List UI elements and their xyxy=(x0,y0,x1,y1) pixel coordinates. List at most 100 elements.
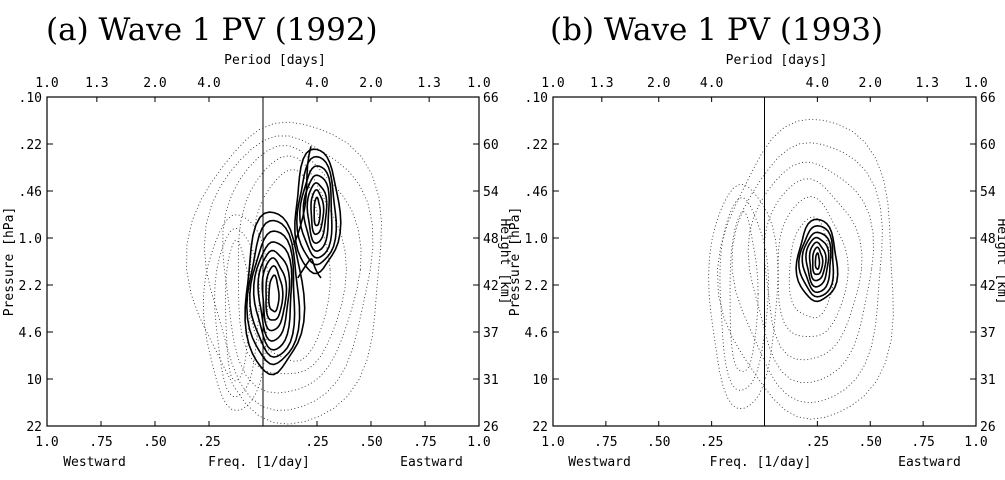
dotted-contour xyxy=(237,155,347,375)
right-tick-label: 48 xyxy=(483,232,499,247)
left-tick-label: .10 xyxy=(19,91,42,106)
right-tick-label: 26 xyxy=(483,420,499,435)
dotted-contour xyxy=(186,121,382,425)
top-tick-label: 4.0 xyxy=(700,76,723,91)
left-tick-label: .10 xyxy=(525,91,548,106)
dotted-contour xyxy=(224,239,251,382)
dotted-contour xyxy=(222,145,362,394)
bottom-tick-label: 1.0 xyxy=(35,435,58,450)
bottom-tick-label: 1.0 xyxy=(467,435,490,450)
dotted-contour xyxy=(716,118,894,420)
left-tick-label: .46 xyxy=(19,185,42,200)
bottom-axis-label-mid: Freq. [1/day] xyxy=(208,455,310,470)
left-axis-label: Pressure [hPa] xyxy=(2,207,17,317)
right-tick-label: 31 xyxy=(980,373,996,388)
right-tick-label: 31 xyxy=(483,373,499,388)
solid-contour xyxy=(814,252,821,271)
bottom-tick-label: .50 xyxy=(359,435,382,450)
contours xyxy=(708,118,894,420)
bottom-axis-label-west: Westward xyxy=(568,455,631,470)
solid-contour xyxy=(295,155,338,266)
right-tick-label: 42 xyxy=(483,279,499,294)
bottom-tick-label: .25 xyxy=(305,435,328,450)
right-axis-label: Height [km] xyxy=(497,218,512,304)
solid-contour xyxy=(294,148,342,275)
right-axis-label: Height [km] xyxy=(994,218,1005,304)
left-axis-label: Pressure [hPa] xyxy=(508,207,523,317)
solid-contour xyxy=(811,246,824,276)
left-tick-label: .46 xyxy=(525,185,548,200)
left-tick-label: 4.6 xyxy=(525,326,548,341)
top-tick-label: 1.3 xyxy=(85,76,108,91)
top-tick-label: 1.3 xyxy=(590,76,613,91)
dotted-contour xyxy=(729,210,759,372)
solid-contour xyxy=(248,230,296,358)
solid-contour xyxy=(265,265,284,321)
bottom-tick-label: .25 xyxy=(197,435,220,450)
right-tick-label: 37 xyxy=(980,326,996,341)
solid-contour xyxy=(306,182,328,245)
top-tick-label: 2.0 xyxy=(859,76,882,91)
bottom-tick-label: .25 xyxy=(700,435,723,450)
panel-b: (b) Wave 1 PV (1993) Period [days] 1.0 1.3 2… xyxy=(508,12,1005,470)
solid-contour xyxy=(252,241,293,351)
left-tick-label: 1.0 xyxy=(19,232,42,247)
bottom-tick-label: 1.0 xyxy=(541,435,564,450)
top-tick-label: 2.0 xyxy=(143,76,166,91)
bottom-tick-label: 1.0 xyxy=(964,435,987,450)
solid-contour xyxy=(245,219,301,366)
right-tick-label: 42 xyxy=(980,279,996,294)
left-tick-label: 4.6 xyxy=(19,326,42,341)
right-tick-label: 26 xyxy=(980,420,996,435)
solid-contour xyxy=(244,211,306,376)
top-tick-label: 2.0 xyxy=(359,76,382,91)
solid-contour xyxy=(795,218,839,303)
solid-contour xyxy=(261,257,288,332)
top-tick-label: 1.0 xyxy=(964,76,987,91)
bottom-axis-label-east: Eastward xyxy=(898,455,961,470)
bottom-tick-label: .50 xyxy=(647,435,670,450)
solid-contour xyxy=(257,249,291,342)
left-tick-label: 1.0 xyxy=(525,232,548,247)
right-tick-label: 54 xyxy=(980,185,996,200)
dotted-contour xyxy=(719,197,769,391)
left-tick-label: 2.2 xyxy=(525,279,548,294)
left-tick-label: .22 xyxy=(19,138,42,153)
top-tick-label: 4.0 xyxy=(197,76,220,91)
bottom-tick-label: .25 xyxy=(806,435,829,450)
contours xyxy=(186,121,382,425)
right-tick-label: 60 xyxy=(980,138,996,153)
left-tick-label: .22 xyxy=(525,138,548,153)
bottom-tick-label: .50 xyxy=(859,435,882,450)
solid-contour xyxy=(801,231,832,294)
panel-a: (a) Wave 1 PV (1992) Period [days] 1.0 1.3 2… xyxy=(2,12,512,470)
bottom-axis-label-east: Eastward xyxy=(400,455,463,470)
solid-contour xyxy=(267,274,280,313)
chart-title: (b) Wave 1 PV (1993) xyxy=(550,12,883,48)
right-tick-label: 54 xyxy=(483,185,499,200)
top-tick-label: 1.3 xyxy=(417,76,440,91)
left-tick-label: 10 xyxy=(532,373,548,388)
solid-contour xyxy=(310,189,325,236)
top-tick-label: 1.3 xyxy=(915,76,938,91)
left-tick-label: 10 xyxy=(26,373,42,388)
solid-contour xyxy=(297,258,322,279)
left-tick-label: 22 xyxy=(532,420,548,435)
solid-contour xyxy=(293,146,312,246)
right-tick-label: 66 xyxy=(483,91,499,106)
left-tick-label: 22 xyxy=(26,420,42,435)
solid-contour xyxy=(808,241,827,282)
solid-contour xyxy=(797,224,835,298)
dotted-contour xyxy=(777,196,849,337)
top-axis-label: Period [days] xyxy=(726,53,828,68)
chart-title: (a) Wave 1 PV (1992) xyxy=(46,12,378,48)
right-tick-label: 66 xyxy=(980,91,996,106)
top-tick-label: 4.0 xyxy=(305,76,328,91)
top-tick-label: 1.0 xyxy=(541,76,564,91)
top-tick-label: 1.0 xyxy=(467,76,490,91)
dotted-contour xyxy=(788,216,835,319)
solid-contour xyxy=(313,196,321,227)
left-tick-label: 2.2 xyxy=(19,279,42,294)
right-tick-label: 48 xyxy=(980,232,996,247)
dotted-contour xyxy=(202,214,269,412)
